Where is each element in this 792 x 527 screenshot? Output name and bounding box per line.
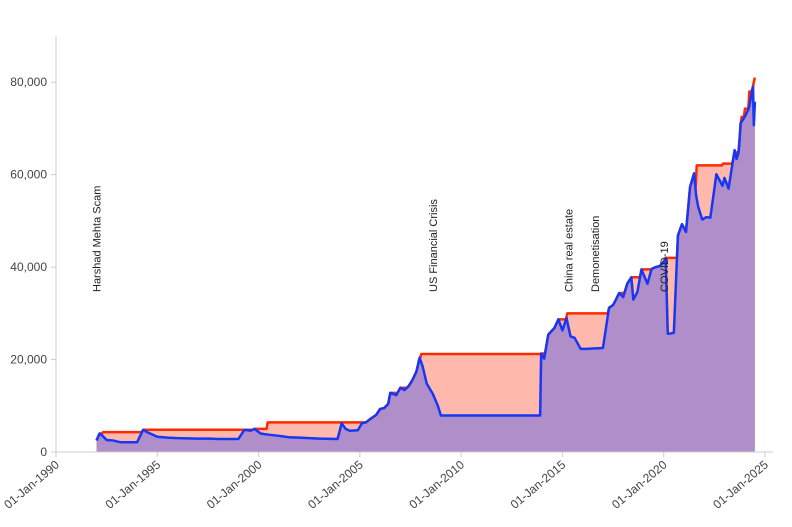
x-tick-label: 01-Jan-2020 — [609, 457, 670, 511]
annotation-label: Demonetisation — [590, 216, 602, 292]
y-tick-label: 60,000 — [10, 168, 47, 182]
annotation-label: COVID-19 — [659, 241, 671, 292]
x-tick-label: 01-Jan-2005 — [305, 457, 366, 511]
annotations: Harshad Mehta Scam US Financial Crisis Chi… — [92, 186, 671, 292]
index-area — [96, 86, 755, 452]
series-line-running-peak — [95, 77, 757, 441]
annotation-label: Harshad Mehta Scam — [92, 186, 104, 292]
x-tick-label: 01-Jan-2025 — [710, 457, 771, 511]
series-line-index — [95, 85, 757, 444]
x-tick-label: 01-Jan-1990 — [1, 457, 62, 511]
y-tick-label: 80,000 — [10, 75, 47, 89]
x-tick-label: 01-Jan-2010 — [406, 457, 467, 511]
x-tick-label: 01-Jan-1995 — [103, 457, 164, 511]
y-tick-label: 20,000 — [10, 353, 47, 367]
x-tick-label: 01-Jan-2000 — [204, 457, 265, 511]
y-tick-label: 0 — [40, 445, 47, 459]
annotation-label: US Financial Crisis — [428, 199, 440, 292]
y-tick-label: 40,000 — [10, 260, 47, 274]
x-tick-label: 01-Jan-2015 — [508, 457, 569, 511]
annotation-label: China real estate — [564, 209, 576, 292]
plot-areas — [96, 77, 755, 452]
plot-lines — [95, 77, 757, 444]
